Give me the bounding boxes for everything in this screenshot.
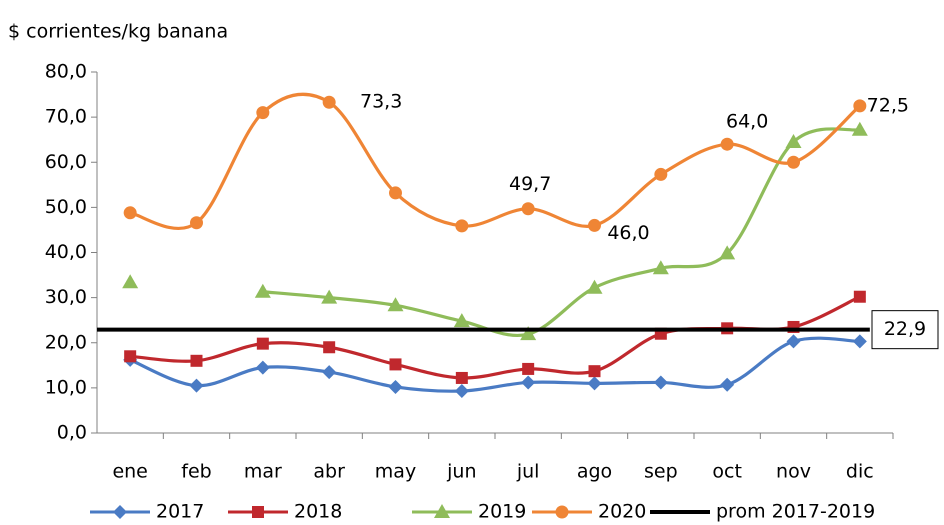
y-tick-label: 30,0	[45, 286, 87, 308]
point	[453, 313, 470, 328]
legend-label: 2017	[156, 501, 204, 523]
point	[521, 202, 535, 216]
legend-label: prom 2017-2019	[716, 501, 875, 523]
value-label: 46,0	[607, 222, 649, 244]
point	[388, 379, 403, 394]
point	[455, 219, 469, 233]
legend-marker	[252, 506, 264, 518]
point	[321, 289, 338, 304]
point	[787, 155, 800, 169]
point	[255, 360, 270, 375]
legend-label: 2018	[294, 501, 342, 523]
point	[256, 337, 269, 350]
y-axis-label: $ corrientes/kg banana	[8, 21, 228, 43]
value-label: 22,9	[884, 318, 926, 340]
legend-marker	[434, 504, 450, 518]
point	[719, 245, 736, 260]
point	[389, 186, 402, 200]
point	[190, 354, 203, 367]
x-tick-label: mar	[244, 461, 282, 483]
point	[522, 362, 535, 375]
x-tick-label: feb	[181, 461, 211, 483]
y-tick-label: 50,0	[45, 196, 87, 218]
y-tick-label: 0,0	[57, 422, 87, 444]
x-tick-label: dic	[846, 461, 874, 483]
y-tick-label: 20,0	[45, 331, 87, 353]
x-tick-label: sep	[644, 461, 678, 483]
point	[189, 378, 204, 393]
y-tick-label: 60,0	[45, 151, 87, 173]
series-line	[262, 127, 861, 337]
value-label-box	[871, 310, 939, 350]
point	[521, 375, 536, 390]
point	[322, 95, 336, 109]
x-tick-label: may	[375, 461, 416, 483]
point	[588, 218, 601, 232]
point	[586, 279, 603, 294]
value-label: 49,7	[509, 173, 551, 195]
legend-label: 2020	[598, 501, 646, 523]
point	[190, 216, 203, 230]
point	[122, 274, 139, 289]
point	[323, 341, 336, 354]
point	[785, 133, 802, 148]
point	[455, 371, 468, 384]
x-tick-label: ago	[577, 461, 612, 483]
value-label: 72,5	[867, 94, 909, 116]
y-tick-label: 10,0	[45, 376, 87, 398]
point	[654, 167, 668, 181]
point	[720, 137, 734, 151]
x-tick-label: oct	[712, 461, 742, 483]
x-tick-label: jul	[516, 461, 540, 483]
y-tick-label: 70,0	[45, 106, 87, 128]
y-tick-label: 80,0	[45, 61, 87, 83]
point	[322, 365, 337, 380]
point	[254, 283, 271, 298]
point	[851, 121, 868, 136]
point	[720, 377, 735, 392]
legend-label: 2019	[478, 501, 526, 523]
point	[853, 99, 867, 113]
point	[520, 326, 537, 341]
point	[853, 290, 866, 303]
point	[387, 297, 404, 312]
point	[786, 334, 801, 349]
series-line	[129, 336, 860, 393]
point	[123, 206, 137, 220]
point	[652, 260, 669, 275]
value-label: 73,3	[360, 91, 402, 113]
series-line	[130, 295, 861, 380]
point	[256, 106, 270, 120]
x-tick-label: nov	[776, 461, 811, 483]
x-tick-label: jun	[446, 461, 476, 483]
point	[588, 365, 601, 378]
point	[852, 334, 867, 349]
x-tick-label: abr	[313, 461, 345, 483]
y-tick-label: 40,0	[45, 241, 87, 263]
x-tick-label: ene	[112, 461, 147, 483]
point	[454, 384, 469, 399]
legend-marker	[555, 505, 569, 519]
point	[587, 376, 602, 391]
value-label: 64,0	[726, 111, 768, 133]
point	[124, 350, 137, 363]
legend-marker	[113, 505, 127, 519]
point	[653, 375, 668, 390]
point	[389, 358, 402, 371]
